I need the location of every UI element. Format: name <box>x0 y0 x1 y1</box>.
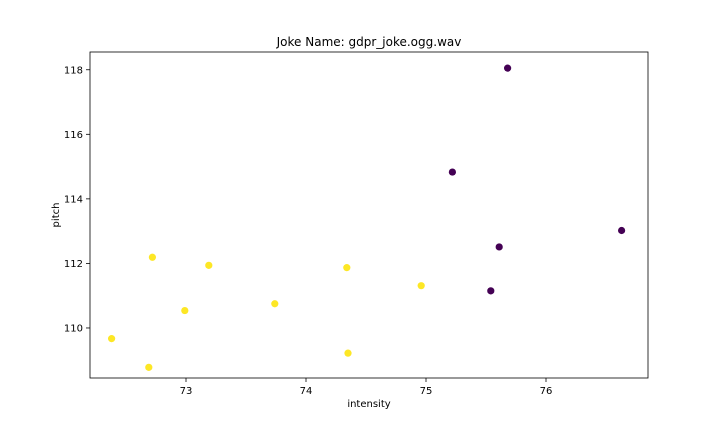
y-axis: 110 112 114 116 118 <box>64 65 90 334</box>
y-tick-label: 114 <box>64 194 83 205</box>
scatter-point <box>205 261 213 269</box>
chart-title: Joke Name: gdpr_joke.ogg.wav <box>276 35 462 49</box>
x-tick-label: 76 <box>540 386 553 397</box>
scatter-point <box>145 363 153 371</box>
y-tick-label: 118 <box>64 65 83 76</box>
y-tick-label: 116 <box>64 130 83 141</box>
plot-area <box>89 51 649 379</box>
data-points <box>108 64 626 371</box>
scatter-point <box>487 287 495 295</box>
x-axis: 73 74 75 76 <box>180 378 553 397</box>
x-axis-label: intensity <box>347 399 390 410</box>
y-axis-label: pitch <box>51 203 62 228</box>
scatter-point <box>417 282 425 290</box>
y-tick-label: 112 <box>64 259 83 270</box>
x-tick-label: 74 <box>300 386 313 397</box>
scatter-point <box>344 349 352 357</box>
scatter-point <box>108 335 116 343</box>
scatter-point <box>618 226 626 235</box>
plot-frame <box>89 51 649 379</box>
scatter-point <box>448 168 456 176</box>
scatter-point <box>148 253 156 261</box>
scatter-point <box>271 300 279 308</box>
x-tick-label: 73 <box>180 386 193 397</box>
scatter-point <box>495 243 503 251</box>
scatter-point <box>343 264 351 272</box>
x-tick-label: 75 <box>420 386 433 397</box>
scatter-point <box>504 64 512 72</box>
y-tick-label: 110 <box>64 323 83 334</box>
scatter-point <box>181 306 189 315</box>
